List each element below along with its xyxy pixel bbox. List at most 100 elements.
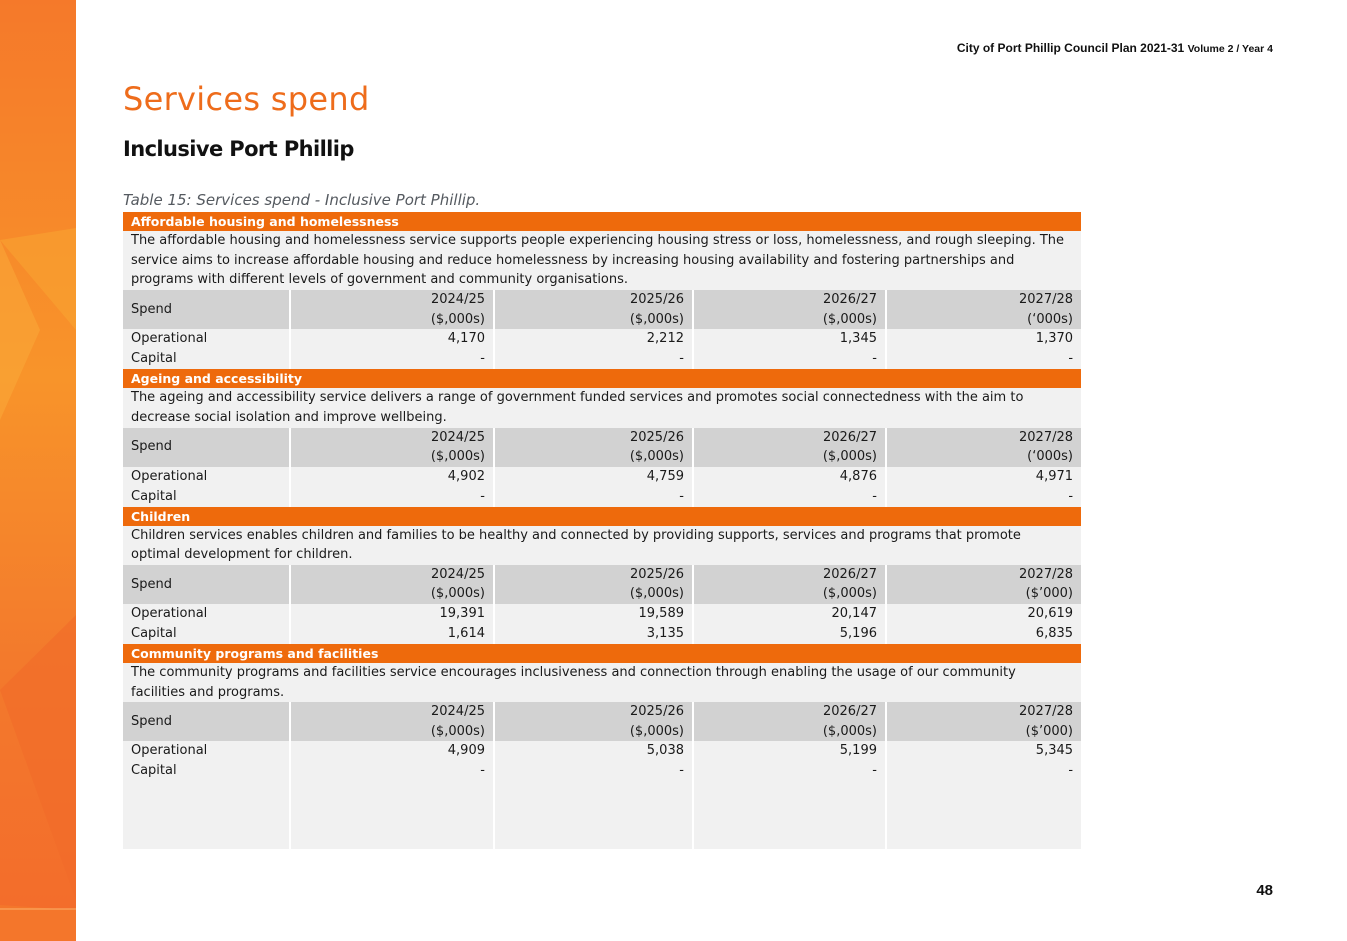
year-label: 2027/28 bbox=[1019, 292, 1074, 308]
spend-value: 1,370 bbox=[884, 329, 1082, 350]
spend-value: - bbox=[884, 486, 1082, 507]
spend-value: 4,902 bbox=[289, 466, 494, 487]
spend-row: Capital - - - - bbox=[123, 761, 1082, 782]
spend-header-row: Spend 2024/25 ($,000s) 2025/26 ($,000s) 2026/… bbox=[123, 290, 1082, 330]
year-label: 2024/25 bbox=[430, 429, 485, 445]
row-label: Operational bbox=[123, 741, 290, 762]
filler-cell bbox=[884, 781, 1082, 850]
spend-value: 19,589 bbox=[493, 603, 693, 624]
document-header: City of Port Phillip Council Plan 2021-3… bbox=[957, 41, 1273, 55]
section-description: The ageing and accessibility service del… bbox=[123, 388, 1082, 428]
section-description-row: The community programs and facilities se… bbox=[123, 662, 1082, 703]
unit-label: ($,000s) bbox=[629, 586, 684, 602]
year-label: 2025/26 bbox=[629, 429, 684, 445]
spend-value: - bbox=[493, 349, 693, 370]
filler-cell bbox=[289, 781, 494, 850]
spend-value: 3,135 bbox=[493, 623, 693, 644]
year-label: 2025/26 bbox=[629, 292, 684, 308]
section-description: The affordable housing and homelessness … bbox=[123, 231, 1082, 291]
spend-value: 4,759 bbox=[493, 466, 693, 487]
unit-label: ($,000s) bbox=[430, 723, 485, 739]
row-label: Capital bbox=[123, 623, 290, 644]
spend-header-row: Spend 2024/25 ($,000s) 2025/26 ($,000s) 2026/… bbox=[123, 427, 1082, 467]
year-label: 2024/25 bbox=[430, 566, 485, 582]
year-label: 2024/25 bbox=[430, 292, 485, 308]
year-column-header: 2026/27 ($,000s) bbox=[692, 702, 886, 742]
unit-label: ($,000s) bbox=[430, 449, 485, 465]
year-column-header: 2027/28 ($’000) bbox=[884, 702, 1082, 742]
year-label: 2027/28 bbox=[1019, 566, 1074, 582]
section-heading: Children bbox=[123, 506, 1082, 526]
unit-label: ($,000s) bbox=[629, 723, 684, 739]
spend-value: 1,345 bbox=[692, 329, 886, 350]
spend-value: 1,614 bbox=[289, 623, 494, 644]
spend-value: - bbox=[289, 349, 494, 370]
unit-label: ($,000s) bbox=[629, 311, 684, 327]
spend-value: - bbox=[692, 349, 886, 370]
spend-value: - bbox=[884, 761, 1082, 782]
page-number: 48 bbox=[1256, 882, 1273, 899]
unit-label: (‘000s) bbox=[1027, 311, 1074, 327]
spend-value: - bbox=[493, 761, 693, 782]
spend-value: - bbox=[692, 761, 886, 782]
section-heading-row: Children bbox=[123, 506, 1082, 526]
section-heading: Community programs and facilities bbox=[123, 643, 1082, 663]
spend-row: Capital - - - - bbox=[123, 349, 1082, 370]
section-heading-row: Affordable housing and homelessness bbox=[123, 212, 1082, 231]
year-column-header: 2026/27 ($,000s) bbox=[692, 564, 886, 604]
spend-value: 4,971 bbox=[884, 466, 1082, 487]
section-heading: Ageing and accessibility bbox=[123, 369, 1082, 389]
spend-header-row: Spend 2024/25 ($,000s) 2025/26 ($,000s) 2026/… bbox=[123, 564, 1082, 604]
section-description-row: The ageing and accessibility service del… bbox=[123, 388, 1082, 428]
row-label: Operational bbox=[123, 329, 290, 350]
spend-value: 4,909 bbox=[289, 741, 494, 762]
services-spend-table: Affordable housing and homelessness The a… bbox=[123, 212, 1082, 850]
year-column-header: 2025/26 ($,000s) bbox=[493, 290, 693, 330]
section-title: Inclusive Port Phillip bbox=[123, 137, 354, 161]
spend-value: - bbox=[289, 761, 494, 782]
spend-value: 19,391 bbox=[289, 603, 494, 624]
section-description: The community programs and facilities se… bbox=[123, 662, 1082, 703]
year-label: 2027/28 bbox=[1019, 704, 1074, 720]
year-column-header: 2026/27 ($,000s) bbox=[692, 290, 886, 330]
spend-row: Operational 4,909 5,038 5,199 5,345 bbox=[123, 741, 1082, 762]
year-column-header: 2025/26 ($,000s) bbox=[493, 427, 693, 467]
year-column-header: 2025/26 ($,000s) bbox=[493, 564, 693, 604]
row-label: Capital bbox=[123, 349, 290, 370]
year-label: 2026/27 bbox=[822, 704, 877, 720]
section-heading-row: Community programs and facilities bbox=[123, 643, 1082, 663]
unit-label: ($,000s) bbox=[822, 723, 877, 739]
unit-label: (‘000s) bbox=[1027, 449, 1074, 465]
spend-value: 2,212 bbox=[493, 329, 693, 350]
spend-value: - bbox=[289, 486, 494, 507]
row-label: Capital bbox=[123, 761, 290, 782]
spend-value: 4,170 bbox=[289, 329, 494, 350]
section-heading-row: Ageing and accessibility bbox=[123, 369, 1082, 389]
unit-label: ($,000s) bbox=[430, 311, 485, 327]
spend-value: 5,345 bbox=[884, 741, 1082, 762]
spend-value: 5,199 bbox=[692, 741, 886, 762]
unit-label: ($,000s) bbox=[629, 449, 684, 465]
spend-row: Operational 4,902 4,759 4,876 4,971 bbox=[123, 466, 1082, 487]
section-heading: Affordable housing and homelessness bbox=[123, 212, 1082, 231]
decorative-side-band bbox=[0, 0, 76, 941]
spend-value: - bbox=[692, 486, 886, 507]
unit-label: ($’000) bbox=[1025, 723, 1074, 739]
year-column-header: 2027/28 (‘000s) bbox=[884, 290, 1082, 330]
year-column-header: 2024/25 ($,000s) bbox=[289, 702, 494, 742]
unit-label: ($,000s) bbox=[822, 449, 877, 465]
table-filler-row bbox=[123, 781, 1082, 850]
year-column-header: 2025/26 ($,000s) bbox=[493, 702, 693, 742]
unit-label: ($’000) bbox=[1025, 586, 1074, 602]
table-caption: Table 15: Services spend - Inclusive Por… bbox=[123, 191, 481, 209]
unit-label: ($,000s) bbox=[822, 586, 877, 602]
spend-label: Spend bbox=[123, 564, 290, 604]
year-column-header: 2027/28 ($’000) bbox=[884, 564, 1082, 604]
row-label: Operational bbox=[123, 603, 290, 624]
spend-value: 5,196 bbox=[692, 623, 886, 644]
row-label: Operational bbox=[123, 466, 290, 487]
section-description: Children services enables children and f… bbox=[123, 525, 1082, 565]
year-label: 2026/27 bbox=[822, 429, 877, 445]
year-column-header: 2027/28 (‘000s) bbox=[884, 427, 1082, 467]
document-subtitle: Volume 2 / Year 4 bbox=[1187, 43, 1273, 55]
